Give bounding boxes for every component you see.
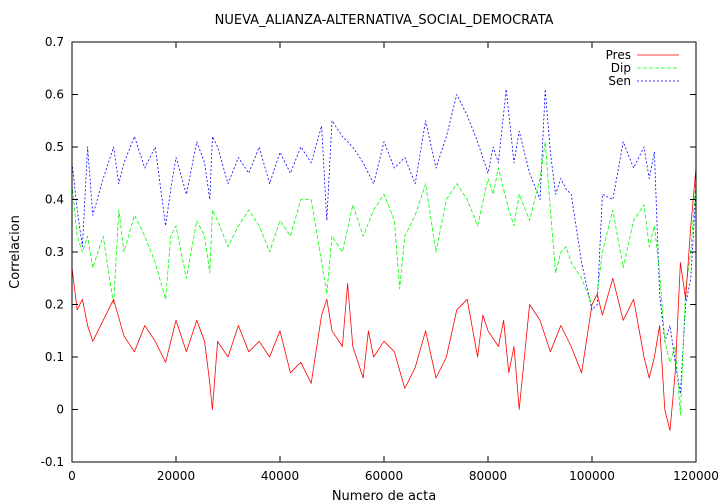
chart-title: NUEVA_ALIANZA-ALTERNATIVA_SOCIAL_DEMOCRA… [215, 13, 554, 28]
x-tick-label: 80000 [469, 469, 507, 483]
x-tick-label: 100000 [569, 469, 615, 483]
plot-area [71, 41, 697, 463]
x-tick-label: 120000 [673, 469, 719, 483]
y-tick-label: -0.1 [41, 455, 64, 469]
y-tick-label: 0.4 [45, 193, 64, 207]
x-tick-label: 60000 [365, 469, 403, 483]
y-tick-label: 0.1 [45, 350, 64, 364]
x-tick-label: 0 [68, 469, 76, 483]
y-axis: -0.1 0 0.1 0.2 0.3 0.4 0.5 0.6 0.7 [41, 35, 696, 469]
x-axis: 0 20000 40000 60000 80000 100000 120000 [68, 42, 719, 483]
y-tick-label: 0.2 [45, 298, 64, 312]
x-tick-label: 20000 [157, 469, 195, 483]
legend-label-sen: Sen [608, 74, 631, 88]
x-tick-label: 40000 [261, 469, 299, 483]
y-tick-label: 0.6 [45, 88, 64, 102]
series-line-dip [71, 141, 697, 416]
x-axis-label: Numero de acta [332, 489, 436, 504]
y-tick-label: 0.5 [45, 140, 64, 154]
y-tick-label: 0.7 [45, 35, 64, 49]
legend-label-pres: Pres [606, 48, 631, 62]
y-tick-label: 0 [56, 403, 64, 417]
legend-label-dip: Dip [611, 61, 631, 75]
series-line-pres [71, 167, 697, 431]
y-axis-label: Correlacion [8, 215, 23, 289]
series-layer [71, 88, 697, 431]
series-line-sen [71, 88, 697, 395]
y-tick-label: 0.3 [45, 245, 64, 259]
